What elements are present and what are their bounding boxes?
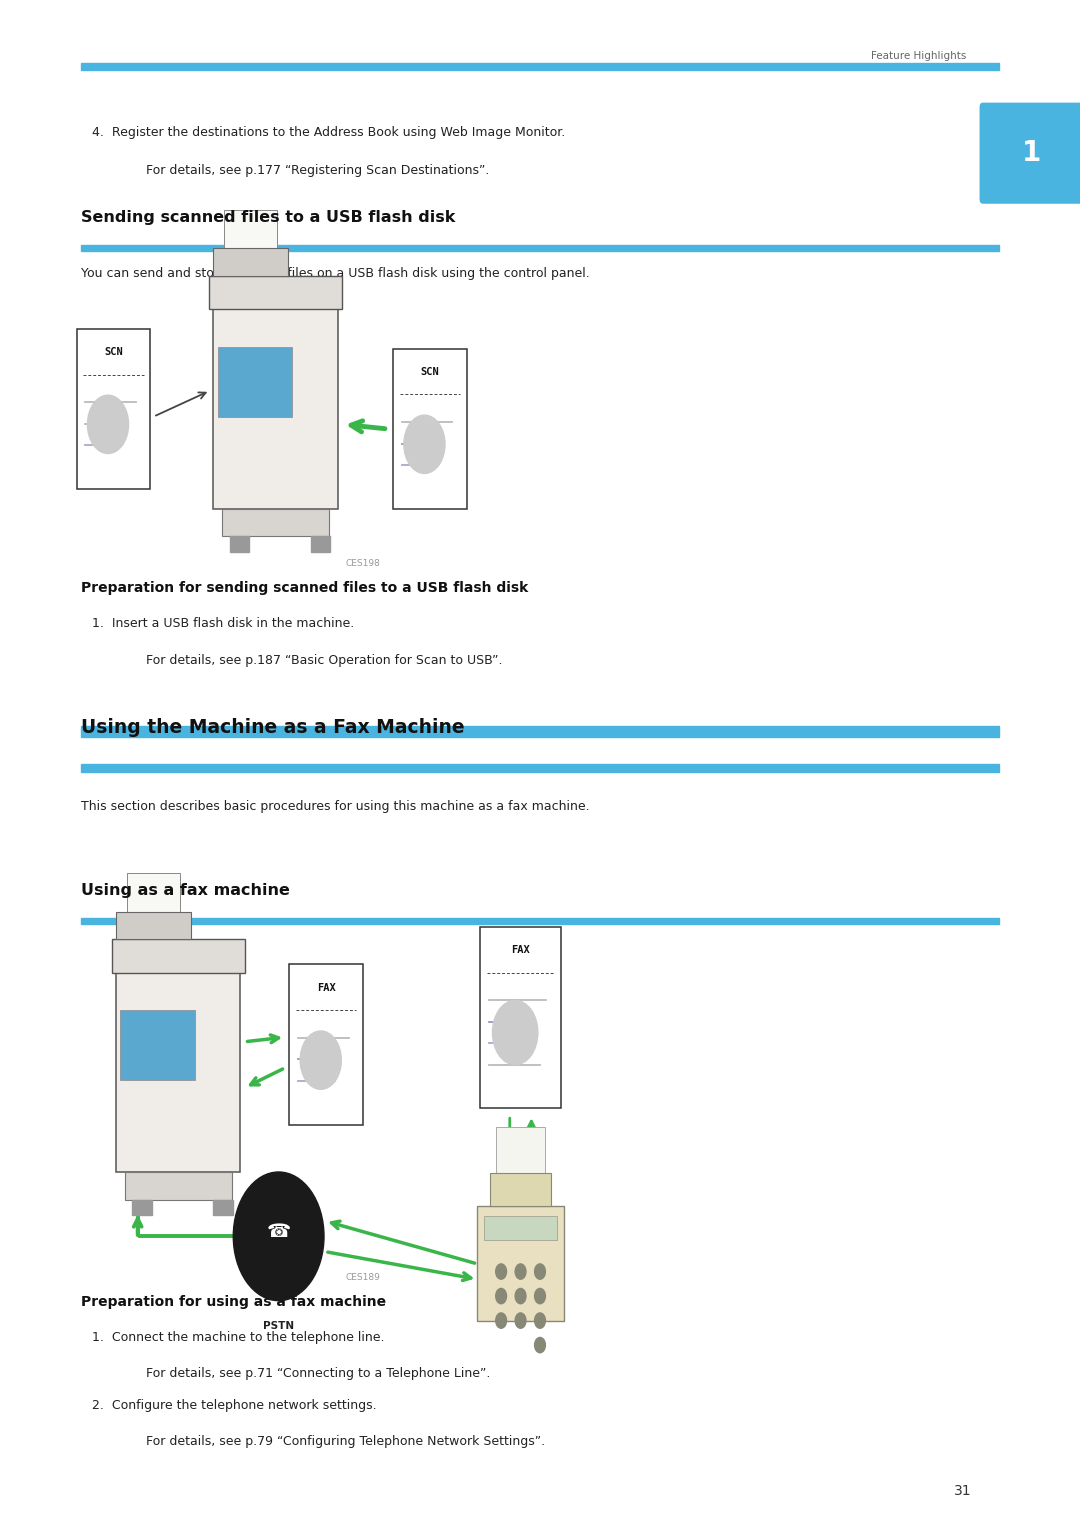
Circle shape	[515, 1264, 526, 1279]
Circle shape	[496, 1313, 507, 1328]
Circle shape	[492, 1000, 538, 1065]
Bar	[81, 63, 999, 70]
Bar	[477, 1207, 564, 1321]
Bar	[480, 927, 562, 1108]
Bar	[81, 764, 999, 772]
Bar	[311, 536, 330, 552]
Text: Sending scanned files to a USB flash disk: Sending scanned files to a USB flash dis…	[81, 210, 456, 225]
Text: Preparation for sending scanned files to a USB flash disk: Preparation for sending scanned files to…	[81, 581, 528, 594]
Text: Using the Machine as a Fax Machine: Using the Machine as a Fax Machine	[81, 719, 464, 737]
Bar	[117, 912, 191, 939]
Bar	[125, 1172, 232, 1200]
Text: For details, see p.71 “Connecting to a Telephone Line”.: For details, see p.71 “Connecting to a T…	[146, 1367, 490, 1379]
Text: You can send and store scanned files on a USB flash disk using the control panel: You can send and store scanned files on …	[81, 267, 590, 279]
Text: For details, see p.79 “Configuring Telephone Network Settings”.: For details, see p.79 “Configuring Telep…	[146, 1435, 545, 1448]
Bar	[81, 918, 999, 924]
Text: FAX: FAX	[511, 945, 530, 956]
Bar	[121, 1011, 195, 1080]
Text: Using as a fax machine: Using as a fax machine	[81, 882, 289, 898]
Bar	[214, 1200, 233, 1215]
Bar	[214, 309, 337, 509]
Text: CES189: CES189	[346, 1273, 380, 1282]
Text: Preparation for using as a fax machine: Preparation for using as a fax machine	[81, 1295, 387, 1308]
Bar	[393, 349, 467, 510]
Text: This section describes basic procedures for using this machine as a fax machine.: This section describes basic procedures …	[81, 800, 590, 812]
Bar	[490, 1174, 551, 1207]
Bar	[127, 873, 179, 912]
Circle shape	[496, 1288, 507, 1304]
Bar	[225, 210, 276, 248]
Bar	[484, 1216, 557, 1241]
Circle shape	[535, 1337, 545, 1353]
Text: 1.  Insert a USB flash disk in the machine.: 1. Insert a USB flash disk in the machin…	[92, 617, 354, 630]
Text: CES198: CES198	[346, 559, 380, 568]
Text: 1.  Connect the machine to the telephone line.: 1. Connect the machine to the telephone …	[92, 1331, 384, 1344]
Text: SCN: SCN	[104, 348, 123, 357]
Circle shape	[535, 1288, 545, 1304]
Bar	[222, 509, 329, 536]
Circle shape	[233, 1172, 324, 1301]
Bar	[210, 276, 342, 309]
Text: 31: 31	[955, 1485, 972, 1498]
Circle shape	[515, 1288, 526, 1304]
Text: PSTN: PSTN	[264, 1321, 294, 1331]
Text: 2.  Configure the telephone network settings.: 2. Configure the telephone network setti…	[92, 1399, 377, 1411]
Text: Feature Highlights: Feature Highlights	[872, 51, 967, 61]
Circle shape	[515, 1313, 526, 1328]
Bar	[218, 348, 292, 417]
Circle shape	[404, 415, 445, 473]
Bar	[81, 245, 999, 251]
Bar	[230, 536, 249, 552]
Bar	[77, 329, 150, 490]
Circle shape	[300, 1031, 341, 1089]
Circle shape	[496, 1264, 507, 1279]
Bar	[289, 965, 363, 1124]
Text: FAX: FAX	[316, 984, 336, 993]
Text: For details, see p.177 “Registering Scan Destinations”.: For details, see p.177 “Registering Scan…	[146, 164, 489, 176]
Circle shape	[87, 395, 129, 453]
Bar	[496, 1128, 545, 1174]
Bar	[133, 1200, 151, 1215]
Text: 1: 1	[1022, 139, 1041, 167]
Bar	[214, 248, 288, 276]
Text: 4.  Register the destinations to the Address Book using Web Image Monitor.: 4. Register the destinations to the Addr…	[92, 126, 565, 138]
Circle shape	[535, 1264, 545, 1279]
Bar	[117, 973, 241, 1172]
Text: For details, see p.187 “Basic Operation for Scan to USB”.: For details, see p.187 “Basic Operation …	[146, 654, 502, 666]
Circle shape	[535, 1313, 545, 1328]
FancyBboxPatch shape	[980, 103, 1080, 204]
Bar	[112, 939, 244, 973]
Text: ☎: ☎	[267, 1223, 291, 1241]
Bar	[81, 726, 999, 737]
Text: SCN: SCN	[420, 368, 440, 377]
